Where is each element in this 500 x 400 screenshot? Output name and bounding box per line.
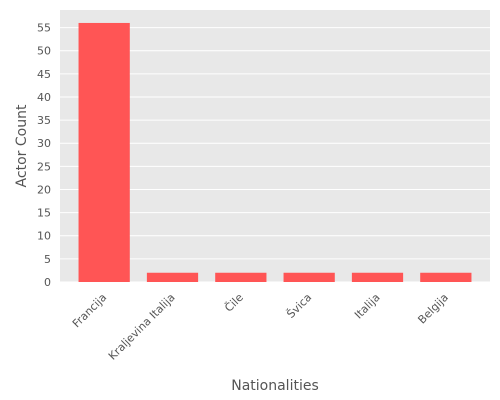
- x-tick-label: Belgija: [415, 291, 451, 327]
- y-tick-label: 0: [44, 276, 51, 289]
- x-axis-label: Nationalities: [231, 378, 319, 394]
- y-tick-label: 5: [44, 253, 51, 266]
- gridlines: [60, 27, 490, 283]
- y-tick-label: 45: [37, 68, 51, 81]
- x-tick-label: Kraljevina Italija: [106, 291, 178, 363]
- x-tick-label: Italija: [352, 291, 383, 322]
- bars: [78, 22, 472, 282]
- bar: [146, 272, 199, 282]
- y-tick-label: 25: [37, 160, 51, 173]
- y-tick-label: 40: [37, 91, 51, 104]
- y-axis-label: Actor Count: [14, 104, 30, 187]
- y-tick-label: 50: [37, 45, 51, 58]
- x-tick-label: Čile: [222, 291, 246, 315]
- bar: [78, 22, 130, 282]
- y-tick-label: 15: [37, 207, 51, 220]
- bar: [420, 272, 472, 282]
- bar: [283, 272, 335, 282]
- bar: [351, 272, 404, 282]
- y-tick-label: 55: [37, 22, 51, 35]
- bar: [215, 272, 267, 282]
- x-tick-label: Švica: [284, 291, 314, 321]
- x-tick-label: Francija: [70, 291, 109, 330]
- y-tick-label: 10: [37, 230, 51, 243]
- y-tick-labels: 0 5 10 15 20 25 30 35 40 45 50 55: [37, 22, 51, 289]
- y-tick-label: 30: [37, 137, 51, 150]
- plot-area: [60, 10, 490, 282]
- y-tick-label: 35: [37, 114, 51, 127]
- y-tick-label: 20: [37, 183, 51, 196]
